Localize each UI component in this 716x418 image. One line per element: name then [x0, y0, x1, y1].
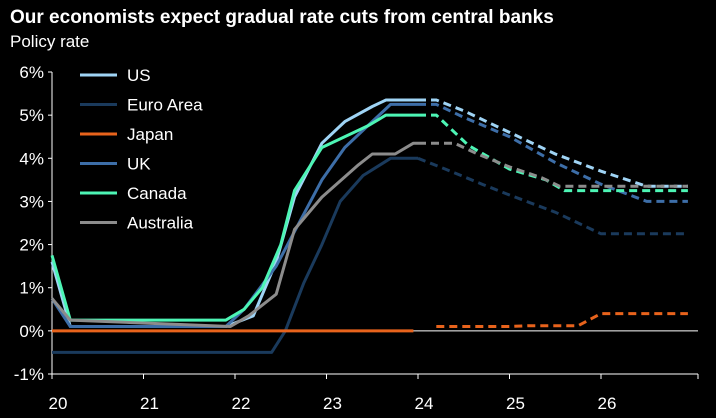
x-tick-label: 20	[49, 394, 68, 413]
series-line-uk	[50, 102, 418, 328]
x-tick-label: 24	[415, 394, 434, 413]
series-forecast-australia	[418, 141, 688, 188]
axes: -1% 0% 1% 2% 3% 4% 5% 6% 20 21 22 23 24 25 26	[14, 63, 699, 413]
legend: US Euro Area Japan UK Canada Australia	[80, 66, 203, 233]
series-forecast-uk	[418, 102, 688, 203]
y-tick-label: 1%	[19, 279, 44, 298]
y-tick-label: 4%	[19, 149, 44, 168]
y-tick-label: 2%	[19, 236, 44, 255]
series-forecast-canada	[418, 113, 688, 193]
y-tick-label: 3%	[19, 192, 44, 211]
legend-label-uk: UK	[127, 155, 151, 174]
series-line-canada	[50, 113, 418, 322]
series-line-euro-area	[52, 156, 418, 354]
series-forecast-euro-area	[417, 156, 688, 236]
chart-subtitle: Policy rate	[10, 32, 89, 51]
legend-label-us: US	[127, 66, 151, 85]
x-tick-label: 21	[140, 394, 159, 413]
y-tick-label: 5%	[19, 106, 44, 125]
y-tick-label: -1%	[14, 365, 44, 384]
legend-label-japan: Japan	[127, 125, 173, 144]
x-tick-label: 22	[232, 394, 251, 413]
legend-label-canada: Canada	[127, 184, 187, 203]
chart-title: Our economists expect gradual rate cuts …	[10, 7, 554, 28]
y-tick-label: 0%	[19, 322, 44, 341]
series-forecast-japan	[436, 312, 688, 328]
series-layer	[50, 98, 688, 354]
x-tick-label: 26	[598, 394, 617, 413]
y-tick-label: 6%	[19, 63, 44, 82]
legend-label-euro-area: Euro Area	[127, 96, 203, 115]
legend-label-australia: Australia	[127, 214, 194, 233]
series-line-australia	[50, 141, 418, 328]
series-forecast-us	[418, 98, 688, 188]
x-tick-label: 23	[323, 394, 342, 413]
x-tick-label: 25	[506, 394, 525, 413]
